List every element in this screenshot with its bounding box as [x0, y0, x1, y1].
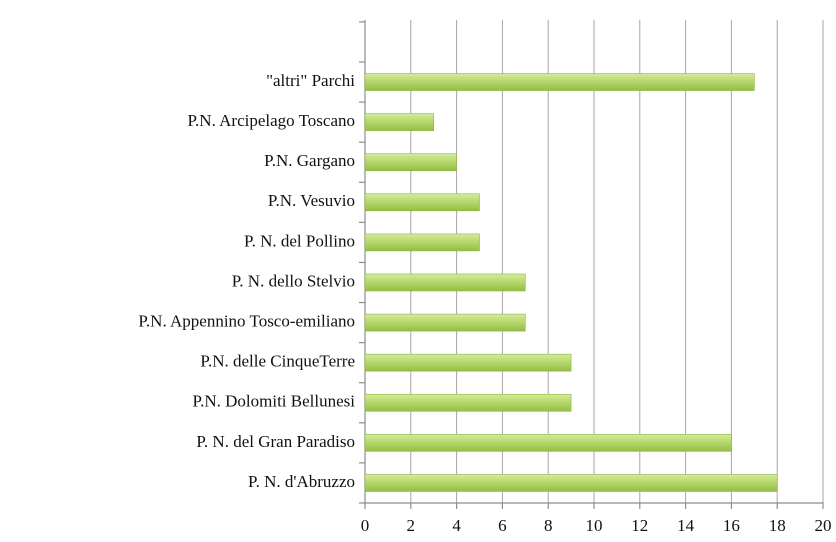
- y-tick-label: P. N. del Gran Paradiso: [196, 432, 355, 451]
- bar: [364, 113, 434, 131]
- x-tick-label: 0: [361, 516, 370, 535]
- x-tick-label: 12: [631, 516, 648, 535]
- x-tick-label: 14: [677, 516, 695, 535]
- bar: [364, 233, 480, 252]
- x-tick-label: 16: [723, 516, 740, 535]
- bar: [364, 193, 480, 212]
- bar: [364, 73, 755, 91]
- bar: [364, 353, 572, 372]
- bar: [364, 313, 526, 332]
- y-tick-label: P. N. del Pollino: [244, 231, 355, 250]
- x-tick-label: 18: [769, 516, 786, 535]
- y-tick-label: P.N. Gargano: [264, 151, 355, 170]
- bar: [364, 474, 778, 492]
- y-tick-label: P.N. Appennino Tosco-emiliano: [138, 311, 355, 330]
- x-tick-label: 10: [586, 516, 603, 535]
- y-tick-label: P.N. Vesuvio: [268, 191, 355, 210]
- bar: [364, 153, 457, 172]
- bar: [364, 393, 572, 412]
- y-tick-label: P.N. delle CinqueTerre: [200, 352, 355, 371]
- bar: [364, 273, 526, 292]
- y-tick-label: P.N. Dolomiti Bellunesi: [193, 392, 356, 411]
- y-tick-label: P. N. dello Stelvio: [232, 271, 355, 290]
- x-tick-label: 8: [544, 516, 553, 535]
- y-tick-label: P. N. d'Abruzzo: [248, 472, 355, 491]
- x-tick-label: 2: [407, 516, 416, 535]
- x-tick-label: 20: [815, 516, 832, 535]
- x-tick-label: 6: [498, 516, 507, 535]
- x-tick-label: 4: [452, 516, 461, 535]
- y-tick-label: "altri" Parchi: [266, 71, 355, 90]
- bar: [364, 434, 732, 452]
- y-tick-label: P.N. Arcipelago Toscano: [187, 111, 355, 130]
